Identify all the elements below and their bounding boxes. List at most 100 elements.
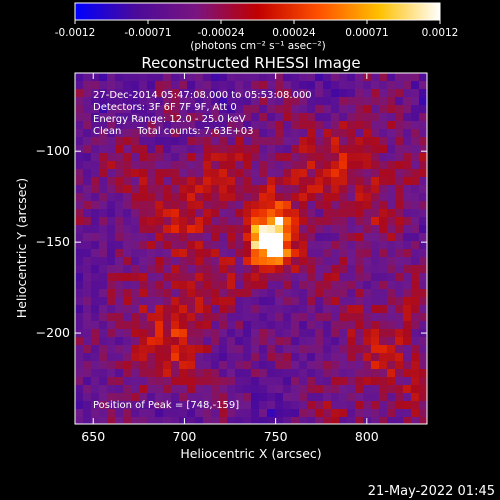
heatmap-cell <box>275 241 284 250</box>
heatmap-cell <box>83 257 92 266</box>
heatmap-cell <box>355 377 364 386</box>
heatmap-cell <box>163 265 172 274</box>
heatmap-cell <box>315 345 324 354</box>
heatmap-cell <box>163 257 172 266</box>
heatmap-cell <box>211 289 220 298</box>
heatmap-cell <box>275 361 284 370</box>
heatmap-cell <box>115 353 124 362</box>
heatmap-cell <box>411 281 420 290</box>
heatmap-cell <box>243 185 252 194</box>
heatmap-cell <box>411 217 420 226</box>
heatmap-cell <box>371 361 380 370</box>
heatmap-cell <box>267 409 276 418</box>
heatmap-cell <box>267 345 276 354</box>
heatmap-cell <box>171 177 180 186</box>
heatmap-cell <box>99 153 108 162</box>
heatmap-cell <box>123 385 132 394</box>
heatmap-cell <box>355 137 364 146</box>
heatmap-cell <box>75 313 84 322</box>
heatmap-cell <box>171 145 180 154</box>
heatmap-cell <box>275 297 284 306</box>
heatmap-cell <box>187 201 196 210</box>
heatmap-cell <box>363 241 372 250</box>
heatmap-cell <box>387 393 396 402</box>
heatmap-cell <box>371 289 380 298</box>
heatmap-cell <box>179 281 188 290</box>
heatmap-cell <box>291 81 300 90</box>
heatmap-cell <box>347 161 356 170</box>
heatmap-cell <box>131 329 140 338</box>
heatmap-cell <box>83 153 92 162</box>
heatmap-cell <box>379 113 388 122</box>
heatmap-cell <box>123 129 132 138</box>
heatmap-cell <box>307 129 316 138</box>
heatmap-cell <box>75 129 84 138</box>
heatmap-cell <box>395 297 404 306</box>
heatmap-cell <box>259 393 268 402</box>
heatmap-cell <box>99 169 108 178</box>
heatmap-cell <box>227 193 236 202</box>
heatmap-cell <box>259 313 268 322</box>
heatmap-cell <box>347 321 356 330</box>
heatmap-cell <box>403 313 412 322</box>
heatmap-cell <box>355 233 364 242</box>
heatmap-cell <box>115 225 124 234</box>
heatmap-cell <box>155 257 164 266</box>
heatmap-cell <box>299 329 308 338</box>
heatmap-cell <box>243 385 252 394</box>
heatmap-cell <box>187 89 196 98</box>
heatmap-cell <box>339 321 348 330</box>
heatmap-cell <box>395 353 404 362</box>
heatmap-cell <box>83 337 92 346</box>
colorbar-tick-label: 0.00024 <box>272 27 316 39</box>
heatmap-cell <box>251 393 260 402</box>
heatmap-cell <box>75 225 84 234</box>
heatmap-cell <box>131 225 140 234</box>
heatmap-cell <box>387 217 396 226</box>
heatmap-cell <box>299 313 308 322</box>
heatmap-cell <box>123 201 132 210</box>
heatmap-cell <box>83 305 92 314</box>
colorbar-tick-label: -0.00024 <box>197 27 245 39</box>
heatmap-cell <box>307 417 316 424</box>
heatmap-cell <box>211 153 220 162</box>
heatmap-cell <box>115 257 124 266</box>
heatmap-cell <box>291 129 300 138</box>
heatmap-cell <box>411 393 420 402</box>
heatmap-cell <box>107 177 116 186</box>
heatmap-cell <box>227 97 236 106</box>
heatmap-cell <box>123 265 132 274</box>
heatmap-cell <box>235 265 244 274</box>
heatmap-cell <box>227 169 236 178</box>
y-tick-label: −200 <box>36 325 70 340</box>
heatmap-cell <box>419 209 427 218</box>
heatmap-cell <box>307 193 316 202</box>
annotation-clean-counts: Clean Total counts: 7.63E+03 <box>93 126 253 137</box>
heatmap-cell <box>131 105 140 114</box>
heatmap-cell <box>403 97 412 106</box>
heatmap-cell <box>355 257 364 266</box>
heatmap-cell <box>179 225 188 234</box>
heatmap-cell <box>315 121 324 130</box>
heatmap-cell <box>203 305 212 314</box>
heatmap-cell <box>411 377 420 386</box>
heatmap-cell <box>307 273 316 282</box>
heatmap-cell <box>387 73 396 82</box>
footer-timestamp: 21-May-2022 01:45 <box>368 484 495 499</box>
heatmap-cell <box>243 193 252 202</box>
heatmap-cell <box>139 217 148 226</box>
heatmap-cell <box>371 369 380 378</box>
heatmap-cell <box>299 337 308 346</box>
heatmap-cell <box>139 345 148 354</box>
heatmap-cell <box>291 385 300 394</box>
heatmap-cell <box>235 153 244 162</box>
heatmap-cell <box>211 337 220 346</box>
heatmap-cell <box>195 337 204 346</box>
heatmap-cell <box>83 145 92 154</box>
heatmap-cell <box>355 73 364 82</box>
heatmap-cell <box>163 137 172 146</box>
heatmap-cell <box>267 257 276 266</box>
heatmap-cell <box>371 385 380 394</box>
heatmap-cell <box>171 385 180 394</box>
heatmap-cell <box>75 73 84 82</box>
